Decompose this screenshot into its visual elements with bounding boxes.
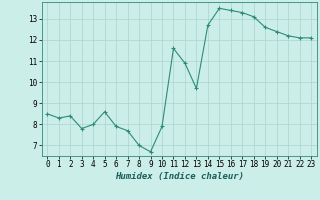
X-axis label: Humidex (Indice chaleur): Humidex (Indice chaleur) [115, 172, 244, 181]
